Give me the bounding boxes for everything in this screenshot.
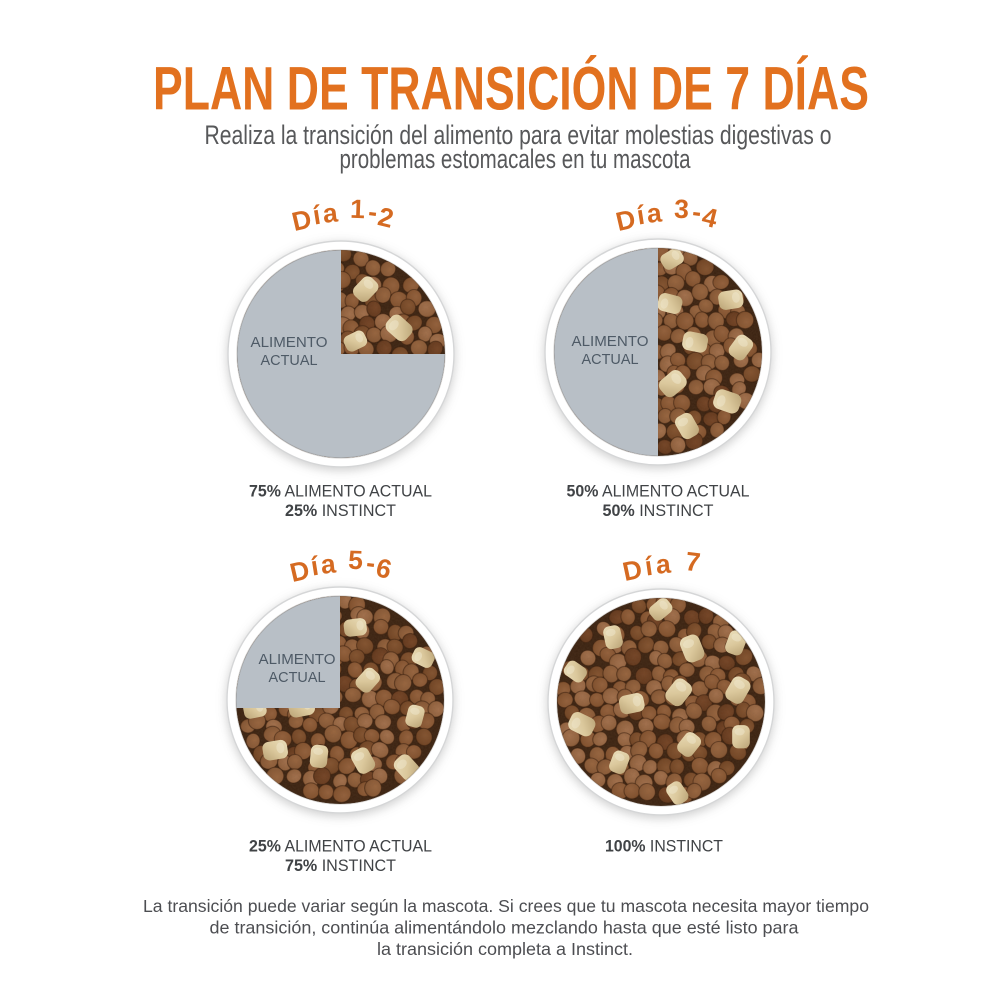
svg-text:25% ALIMENTO ACTUAL: 25% ALIMENTO ACTUAL — [249, 838, 432, 856]
svg-text:100% INSTINCT: 100% INSTINCT — [605, 838, 723, 856]
svg-text:ACTUAL: ACTUAL — [261, 352, 318, 369]
svg-text:75% INSTINCT: 75% INSTINCT — [285, 857, 396, 875]
svg-text:Realiza la transición del alim: Realiza la transición del alimento para … — [205, 120, 832, 150]
svg-text:ACTUAL: ACTUAL — [582, 351, 639, 368]
svg-text:problemas estomacales en tu ma: problemas estomacales en tu mascota — [340, 144, 692, 174]
svg-text:25% INSTINCT: 25% INSTINCT — [285, 502, 396, 520]
svg-text:ACTUAL: ACTUAL — [269, 669, 326, 686]
svg-text:la transición completa a Insti: la transición completa a Instinct. — [377, 939, 633, 959]
svg-text:50% ALIMENTO ACTUAL: 50% ALIMENTO ACTUAL — [567, 483, 750, 501]
svg-text:ALIMENTO: ALIMENTO — [572, 333, 649, 350]
svg-text:50% INSTINCT: 50% INSTINCT — [603, 502, 714, 520]
svg-text:PLAN DE TRANSICIÓN DE 7 DÍAS: PLAN DE TRANSICIÓN DE 7 DÍAS — [153, 54, 869, 122]
svg-text:de transición, continúa alimen: de transición, continúa alimentándolo me… — [210, 918, 799, 938]
svg-text:ALIMENTO: ALIMENTO — [251, 334, 328, 351]
svg-text:La transición puede variar seg: La transición puede variar según la masc… — [143, 896, 869, 916]
svg-text:ALIMENTO: ALIMENTO — [259, 651, 336, 668]
svg-text:75% ALIMENTO ACTUAL: 75% ALIMENTO ACTUAL — [249, 483, 432, 501]
